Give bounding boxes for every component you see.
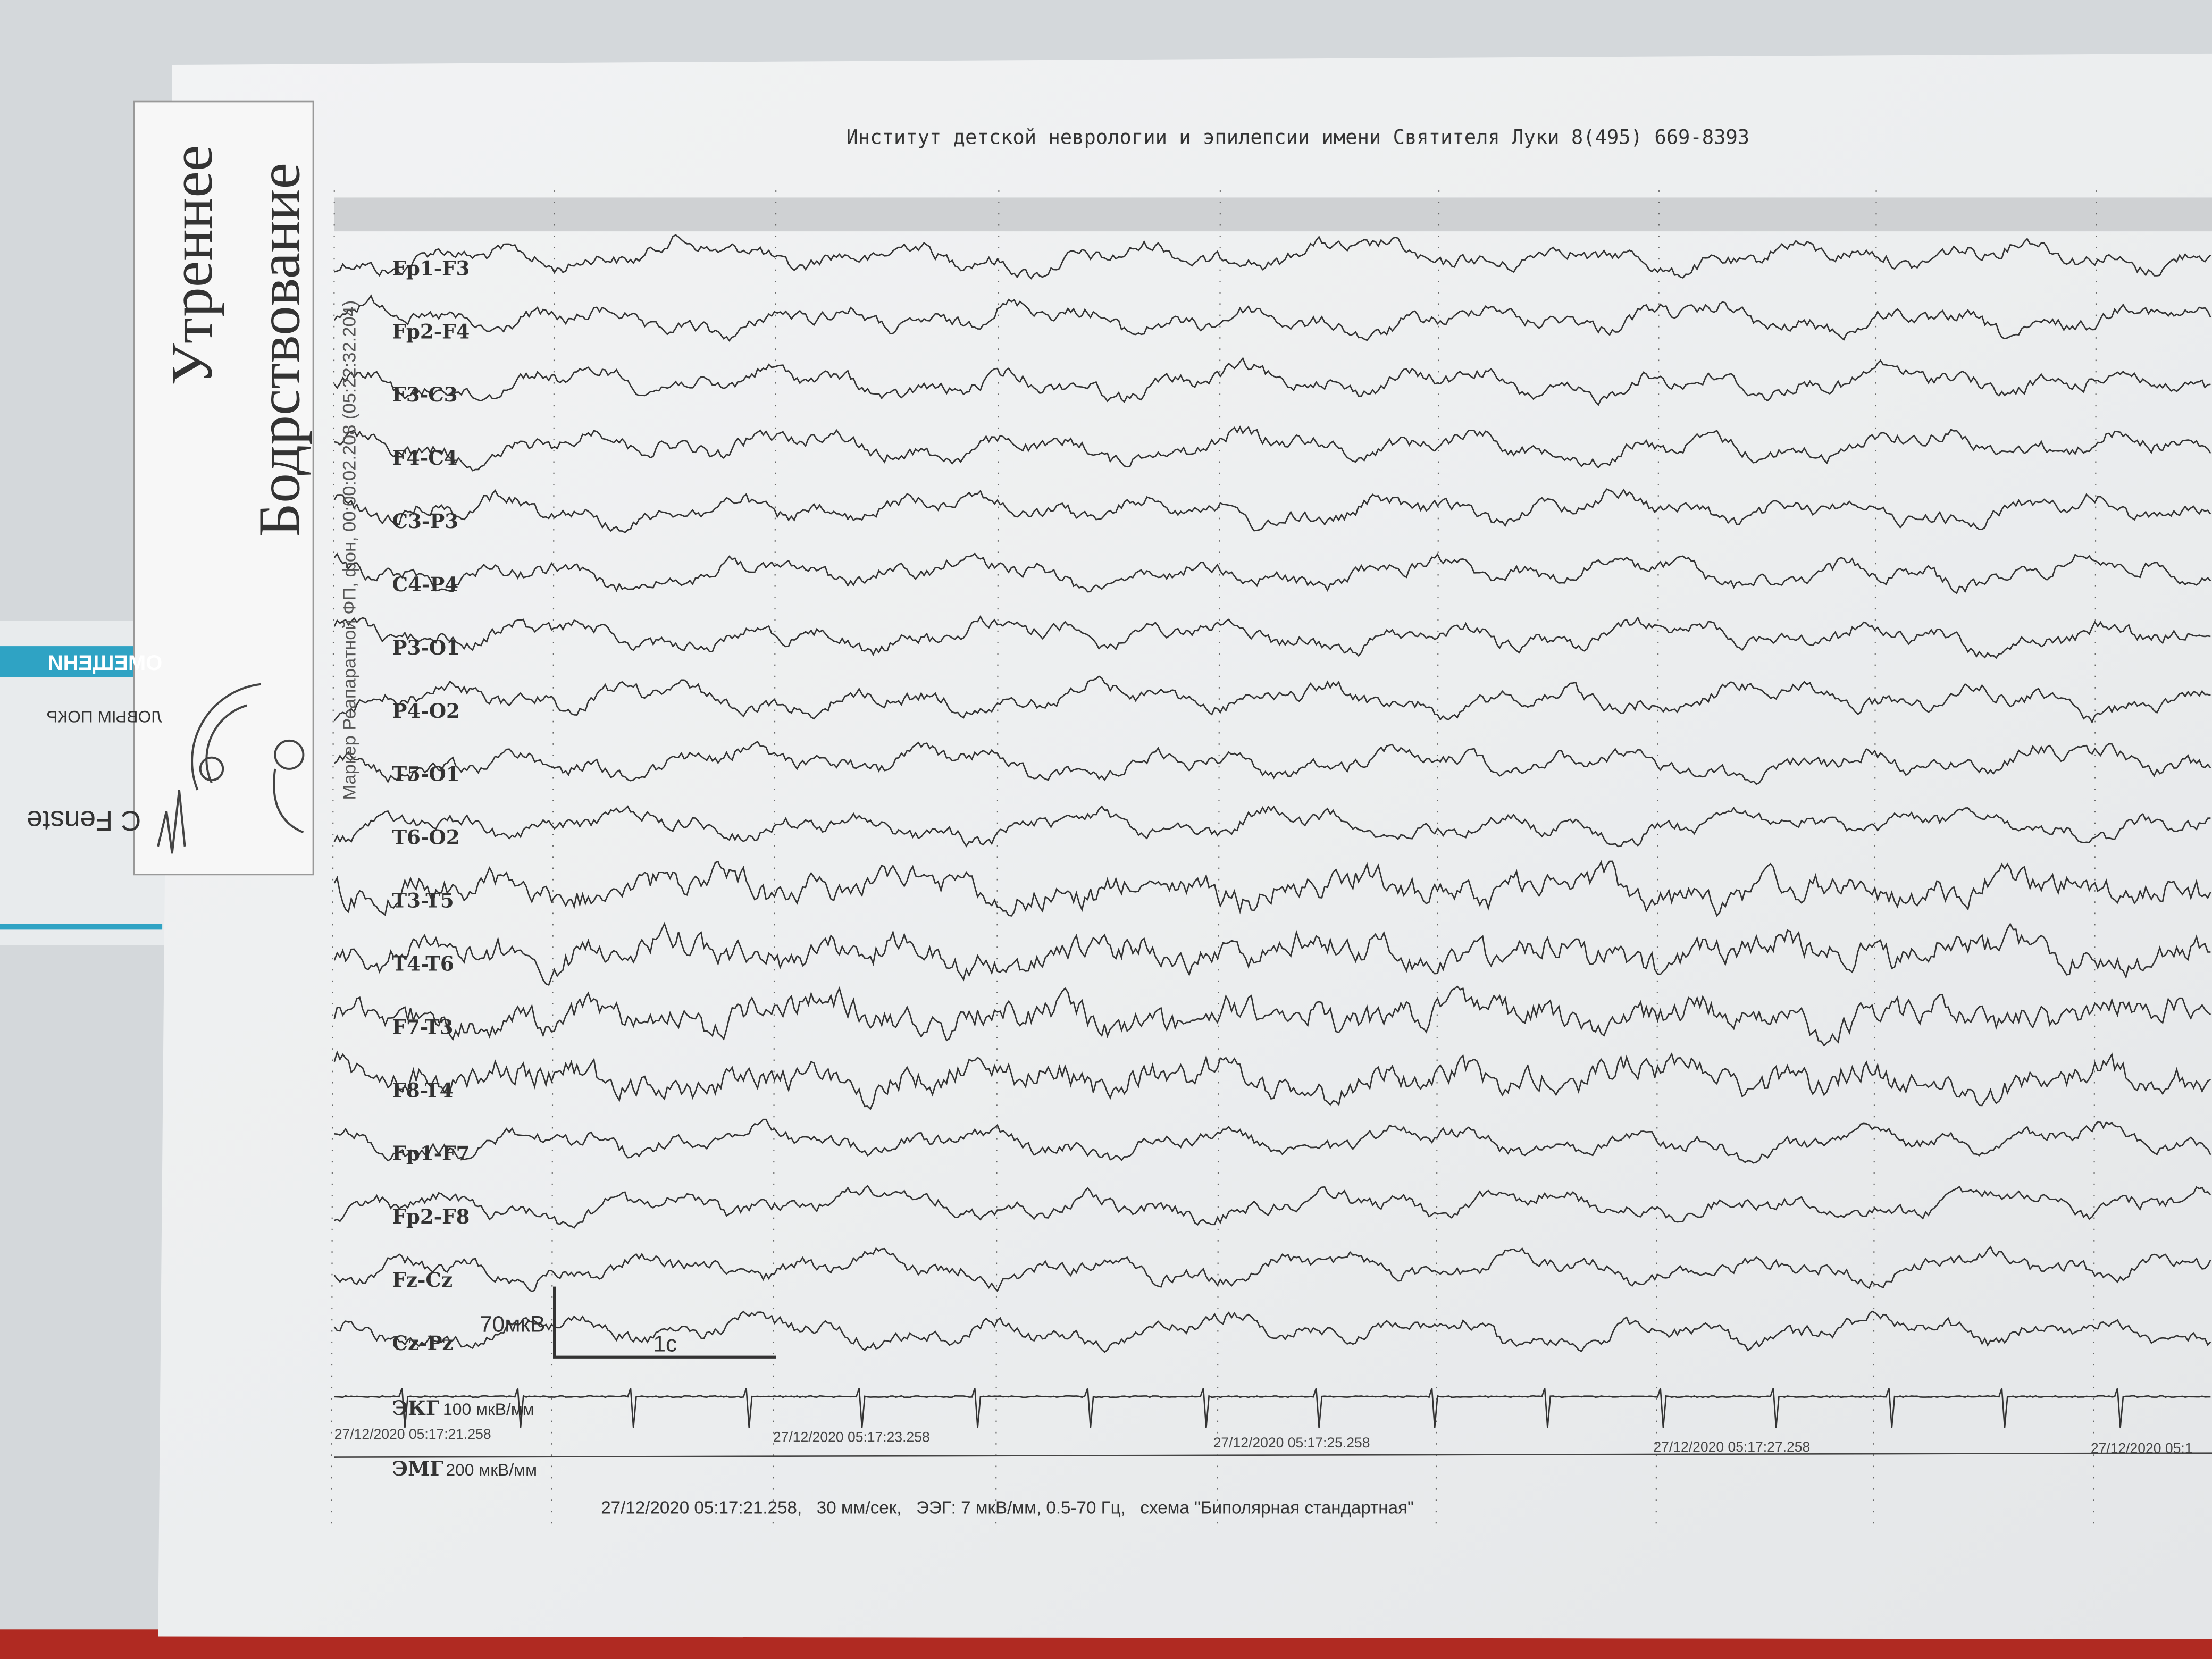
eeg-trace <box>333 740 2211 785</box>
eeg-trace <box>333 1050 2211 1110</box>
channel-label: F8-T4 <box>392 1078 454 1102</box>
eeg-trace <box>334 1185 2211 1229</box>
eeg-trace <box>333 985 2211 1047</box>
grid-line <box>1655 190 1660 1524</box>
grid-line <box>1217 190 1221 1524</box>
timestamp: 27/12/2020 05:1 <box>2091 1440 2193 1456</box>
timestamp: 27/12/2020 05:17:21.258 <box>334 1426 491 1442</box>
paper <box>158 53 2212 1639</box>
timestamp: 27/12/2020 05:17:25.258 <box>1213 1435 1370 1451</box>
background-text: C Fenste <box>27 805 141 836</box>
eeg-trace <box>333 675 2211 724</box>
traces <box>333 234 2212 1458</box>
eeg-trace <box>333 357 2211 406</box>
calibration-time: 1с <box>653 1331 677 1356</box>
channel-label: T3-T5 <box>392 889 454 912</box>
grid-line <box>2093 190 2097 1524</box>
sticker-line2: Бодрствование <box>247 163 312 537</box>
header-band <box>334 197 2212 232</box>
channel-label: F3-C3 <box>392 383 458 406</box>
side-sticker <box>133 100 314 876</box>
channel-label: C3-P3 <box>392 509 459 533</box>
marker-text: Маркер Реапаратной ФП, фон, 00:00:02.208… <box>340 300 360 800</box>
eeg-trace <box>333 1245 2211 1293</box>
channel-label: Fz-Cz <box>392 1268 453 1292</box>
emg-trace <box>334 1452 2212 1458</box>
channel-label: Fp1-F7 <box>392 1142 470 1165</box>
grid-line <box>551 190 555 1524</box>
grid-line <box>995 190 1000 1524</box>
channel-label: F7-T3 <box>392 1015 454 1038</box>
channel-label: T4-T6 <box>392 952 454 975</box>
sticker-logo <box>157 683 305 854</box>
channel-label: Fp2-F8 <box>392 1205 470 1228</box>
eeg-trace <box>333 552 2211 594</box>
grid-line <box>1435 190 1440 1524</box>
emg-label: ЭМГ <box>392 1457 444 1480</box>
grid-line <box>1873 190 1877 1524</box>
calibration-bracket <box>553 1286 776 1359</box>
eeg-trace <box>333 921 2211 986</box>
footer: 27/12/2020 05:17:21.258, 30 мм/сек, ЭЭГ:… <box>601 1498 1414 1518</box>
grid-line <box>772 190 777 1524</box>
ecg-trace <box>334 1388 2211 1428</box>
timestamp: 27/12/2020 05:17:27.258 <box>1653 1439 1810 1455</box>
channel-label: T6-O2 <box>392 826 460 849</box>
channel-label: T5-O1 <box>392 763 460 786</box>
channel-label: P3-O1 <box>392 636 460 659</box>
sticker-line1: Утреннее <box>160 145 225 386</box>
channel-label: Cz-Pz <box>392 1331 454 1355</box>
eeg-trace <box>333 805 2211 848</box>
header-title: Институт детской неврологии и эпилепсии … <box>846 126 1749 149</box>
ecg-label: ЭКГ <box>392 1396 440 1420</box>
background-text: ОМЕЩЕНИ <box>48 651 162 675</box>
emg-scale: 200 мкВ/мм <box>446 1460 537 1479</box>
eeg-trace <box>333 615 2211 659</box>
eeg-trace <box>333 860 2211 917</box>
eeg-trace <box>333 488 2211 533</box>
channel-label: F4-C4 <box>392 446 458 470</box>
eeg-trace <box>334 234 2211 280</box>
eeg-trace <box>333 1310 2211 1353</box>
channel-label: C4-P4 <box>392 573 459 596</box>
channel-label: Fp2-F4 <box>392 320 470 343</box>
channel-label: Fp1-F3 <box>392 256 470 280</box>
calibration-amplitude: 70мкВ <box>480 1311 545 1336</box>
ecg-scale: 100 мкВ/мм <box>443 1400 534 1419</box>
eeg-trace <box>333 294 2211 342</box>
background-text: ЛОВЫМ ПОКР <box>46 707 162 726</box>
grid-line <box>331 190 335 1524</box>
grid <box>331 190 2097 1524</box>
back-line <box>0 924 163 930</box>
eeg-trace <box>334 1118 2211 1164</box>
channel-label: P4-O2 <box>392 699 460 723</box>
timestamp: 27/12/2020 05:17:23.258 <box>773 1429 930 1445</box>
eeg-trace <box>334 425 2211 472</box>
